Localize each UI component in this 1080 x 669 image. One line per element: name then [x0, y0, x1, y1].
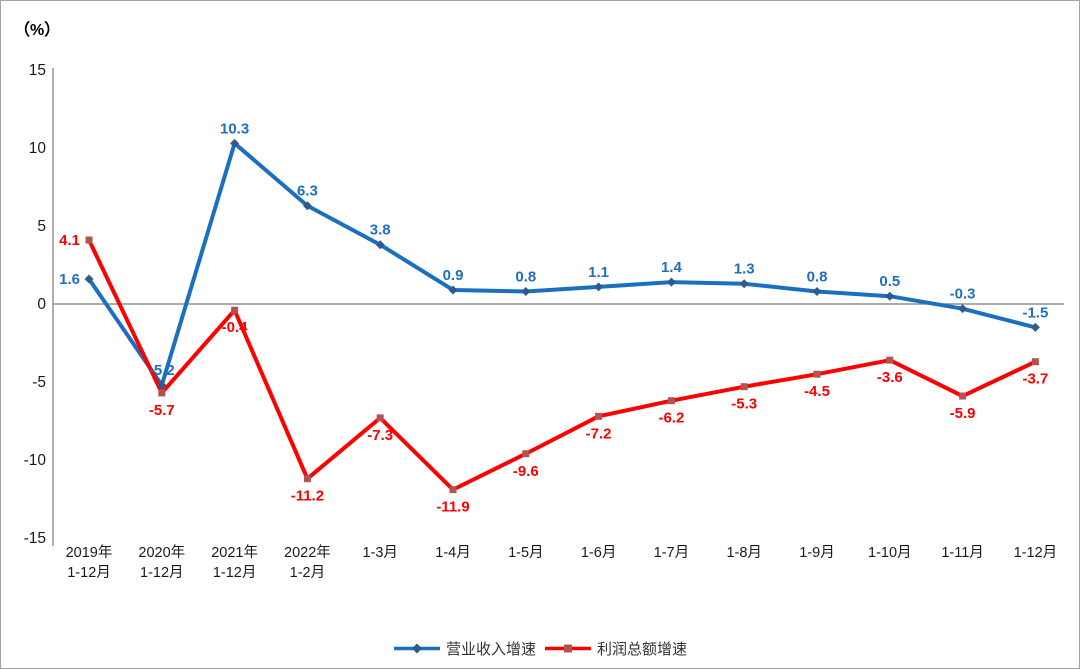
revenue-growth-marker [448, 285, 458, 295]
revenue-growth-data-label: 3.8 [370, 222, 391, 239]
profit-growth-marker [667, 397, 675, 405]
revenue-growth-data-label: 0.5 [879, 273, 900, 290]
revenue-growth-data-label: 1.1 [588, 264, 609, 281]
legend-item-revenue-growth: 营业收入增速 [393, 638, 536, 659]
revenue-growth-marker [594, 282, 604, 292]
x-tick-label: 1-4月 [435, 545, 470, 561]
profit-growth-marker [85, 236, 93, 244]
profit-growth-data-label: -3.6 [877, 369, 903, 386]
revenue-growth-line [87, 141, 1038, 388]
revenue-growth-marker [230, 138, 240, 148]
revenue-growth-marker [84, 274, 94, 284]
revenue-growth-marker [958, 304, 968, 314]
profit-growth-data-label: 4.1 [59, 232, 80, 249]
revenue-growth-marker [1030, 322, 1040, 332]
profit-growth-marker [522, 450, 530, 458]
legend-label-profit-growth: 利润总额增速 [597, 641, 688, 658]
profit-growth-data-label: -3.7 [1022, 371, 1048, 388]
profit-growth-data-label: -9.6 [513, 463, 539, 480]
legend-diamond-marker-icon [411, 643, 422, 654]
profit-growth-marker [886, 356, 894, 364]
x-tick-label: 1-9月 [799, 545, 834, 561]
revenue-growth-data-label: 1.3 [734, 261, 755, 278]
profit-growth-marker [449, 486, 457, 494]
revenue-growth-data-label: 10.3 [220, 120, 249, 137]
x-tick-label: 2020年 1-12月 [138, 544, 185, 581]
profit-growth-line [87, 238, 1038, 492]
profit-growth-data-label: -6.2 [658, 410, 684, 427]
profit-growth-data-label: -5.9 [950, 405, 976, 422]
revenue-growth-data-label: -1.5 [1022, 304, 1048, 321]
revenue-growth-marker [812, 287, 822, 297]
x-tick-label: 2022年 1-2月 [284, 544, 331, 581]
y-tick-label: 5 [37, 218, 46, 235]
x-tick-label: 1-3月 [362, 545, 397, 561]
legend-label-revenue-growth: 营业收入增速 [445, 641, 536, 658]
revenue-growth-data-label: -5.2 [149, 362, 175, 379]
profit-growth-data-label: -5.7 [149, 402, 175, 419]
y-tick-label: -10 [24, 452, 47, 469]
x-tick-label: 2021年 1-12月 [211, 544, 258, 581]
profit-growth-marker [303, 475, 311, 483]
revenue-growth-marker [521, 287, 531, 297]
x-tick-label: 1-11月 [941, 545, 983, 561]
x-tick-label: 1-6月 [581, 545, 616, 561]
profit-growth-data-label: -4.5 [804, 383, 830, 400]
y-tick-label: 0 [37, 296, 46, 313]
profit-growth-data-label: -11.9 [436, 499, 469, 516]
revenue-growth-data-label: 1.6 [59, 271, 80, 288]
revenue-growth-marker [302, 201, 312, 211]
profit-growth-data-label: -0.4 [222, 319, 249, 336]
profit-growth-marker [1031, 358, 1039, 366]
x-tick-label: 1-12月 [1014, 545, 1058, 561]
y-tick-label: 10 [29, 140, 47, 157]
revenue-growth-data-label: 0.8 [807, 269, 828, 286]
y-tick-label: -5 [32, 374, 46, 391]
x-tick-label: 2019年 1-12月 [66, 544, 113, 581]
profit-growth-marker [158, 389, 166, 397]
revenue-growth-marker [739, 279, 749, 289]
profit-growth-data-label: -11.2 [291, 488, 324, 505]
profit-growth-data-label: -7.2 [586, 425, 612, 442]
revenue-growth-data-label: -0.3 [950, 286, 976, 303]
revenue-growth-data-label: 6.3 [297, 183, 318, 200]
profit-growth-marker [376, 414, 384, 422]
revenue-growth-marker [375, 240, 385, 250]
revenue-growth-data-label: 0.9 [443, 267, 464, 284]
x-tick-label: 1-8月 [726, 545, 761, 561]
revenue-growth-data-label: 1.4 [661, 259, 683, 276]
legend-swatch-profit [545, 644, 591, 653]
profit-growth-data-label: -7.3 [367, 427, 393, 444]
profit-growth-data-label: -5.3 [731, 396, 757, 413]
legend-swatch-revenue [393, 643, 440, 654]
y-tick-label: -15 [24, 530, 46, 547]
legend: 营业收入增速 利润总额增速 [1, 638, 1079, 659]
profit-growth-marker [813, 370, 821, 378]
x-tick-label: 1-7月 [654, 545, 689, 561]
legend-square-marker-icon [564, 644, 572, 653]
revenue-growth-marker [666, 277, 676, 287]
revenue-growth-marker [157, 380, 167, 390]
profit-growth-marker [740, 383, 748, 391]
y-axis-title: （%） [14, 22, 61, 39]
revenue-growth-marker [885, 291, 895, 301]
profit-growth-marker [595, 412, 603, 420]
profit-growth-marker [231, 306, 239, 314]
revenue-growth-data-label: 0.8 [515, 269, 536, 286]
x-tick-label: 1-10月 [868, 545, 912, 561]
legend-item-profit-growth: 利润总额增速 [544, 638, 687, 659]
profit-growth-marker [959, 392, 967, 400]
y-tick-label: 15 [29, 62, 46, 79]
x-tick-label: 1-5月 [508, 545, 543, 561]
